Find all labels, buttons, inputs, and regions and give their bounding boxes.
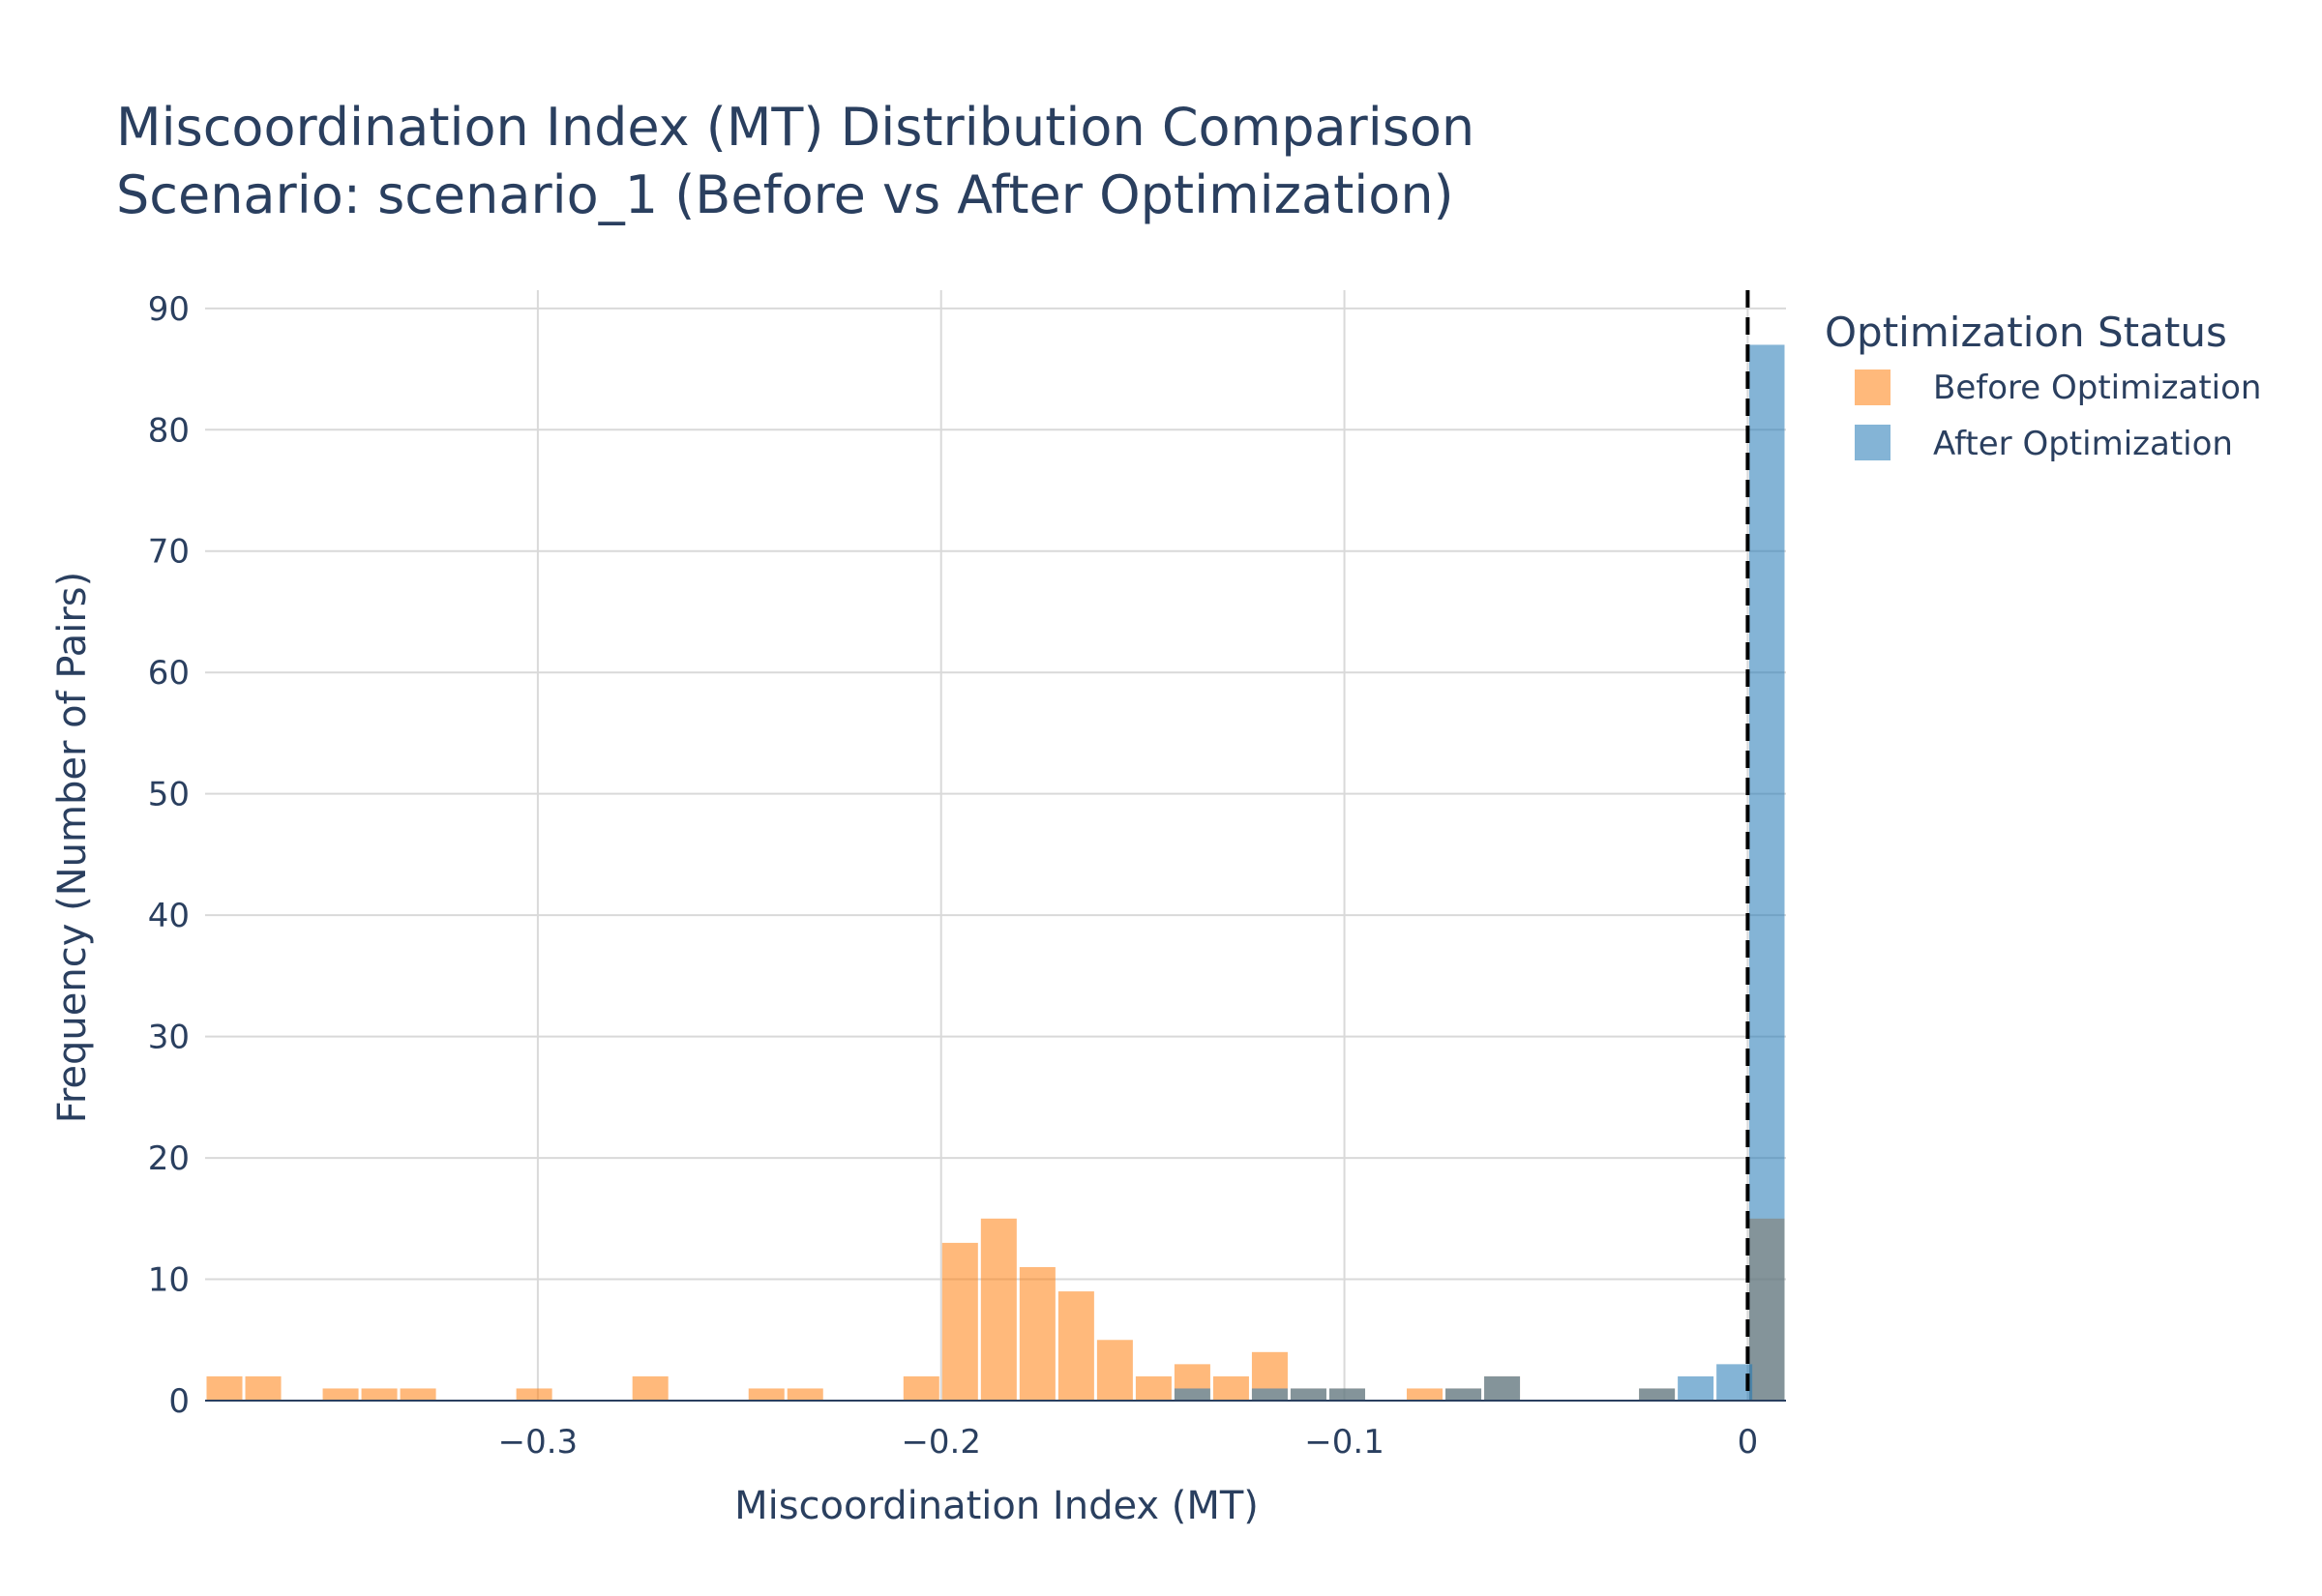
bar-before-optimization — [941, 1242, 978, 1401]
bar-after-optimization — [1484, 1375, 1521, 1401]
bar-before-optimization — [516, 1388, 552, 1401]
bar-after-optimization — [1639, 1388, 1676, 1401]
y-tick-label: 60 — [148, 654, 190, 693]
bar-after-optimization — [1251, 1388, 1288, 1401]
legend[interactable]: Optimization Status Before Optimization … — [1825, 309, 2261, 463]
y-tick-label: 0 — [168, 1382, 190, 1421]
bar-before-optimization — [361, 1388, 398, 1401]
bar-before-optimization — [1096, 1340, 1133, 1401]
x-tick-label: −0.1 — [1304, 1423, 1384, 1462]
y-tick-label: 50 — [148, 776, 190, 814]
chart-title-line-1: Miscoordination Index (MT) Distribution … — [116, 97, 1474, 158]
bar-after-optimization — [1174, 1388, 1210, 1401]
bar-after-optimization — [1328, 1388, 1365, 1401]
histogram-bars — [206, 344, 1785, 1402]
bar-before-optimization — [1135, 1375, 1172, 1401]
bar-before-optimization — [748, 1388, 785, 1401]
bar-before-optimization — [245, 1375, 282, 1401]
bar-before-optimization — [1057, 1291, 1094, 1401]
y-tick-label: 40 — [148, 897, 190, 935]
y-axis: 0 10 20 30 40 50 60 70 80 90 — [148, 290, 190, 1421]
bar-before-optimization — [1407, 1388, 1444, 1401]
bar-after-optimization — [1748, 344, 1785, 1402]
x-axis: −0.3 −0.2 −0.1 0 — [205, 1400, 1786, 1462]
x-tick-label: −0.2 — [901, 1423, 981, 1462]
y-tick-label: 80 — [148, 411, 190, 450]
y-tick-label: 10 — [148, 1261, 190, 1300]
legend-label-after[interactable]: After Optimization — [1933, 425, 2233, 463]
bar-before-optimization — [980, 1218, 1017, 1401]
y-tick-label: 70 — [148, 533, 190, 572]
bar-before-optimization — [632, 1375, 669, 1401]
legend-label-before[interactable]: Before Optimization — [1933, 369, 2261, 407]
x-tick-label: −0.3 — [498, 1423, 579, 1462]
bar-before-optimization — [400, 1388, 436, 1401]
chart-title-line-2: Scenario: scenario_1 (Before vs After Op… — [116, 164, 1454, 225]
bar-before-optimization — [1019, 1266, 1056, 1401]
bar-after-optimization — [1678, 1375, 1714, 1401]
legend-title: Optimization Status — [1825, 309, 2227, 356]
bar-before-optimization — [1212, 1375, 1249, 1401]
y-axis-title: Frequency (Number of Pairs) — [50, 572, 95, 1123]
bar-before-optimization — [903, 1375, 939, 1401]
bar-before-optimization — [206, 1375, 243, 1401]
y-tick-label: 20 — [148, 1139, 190, 1178]
bar-after-optimization — [1290, 1388, 1326, 1401]
bar-before-optimization — [787, 1388, 823, 1401]
bar-after-optimization — [1445, 1388, 1482, 1401]
legend-swatch-after[interactable] — [1855, 425, 1890, 460]
y-tick-label: 30 — [148, 1019, 190, 1057]
legend-swatch-before[interactable] — [1855, 369, 1890, 405]
bar-before-optimization — [322, 1388, 359, 1401]
x-axis-title: Miscoordination Index (MT) — [734, 1484, 1259, 1528]
y-tick-label: 90 — [148, 290, 190, 329]
x-tick-label: 0 — [1738, 1423, 1759, 1462]
